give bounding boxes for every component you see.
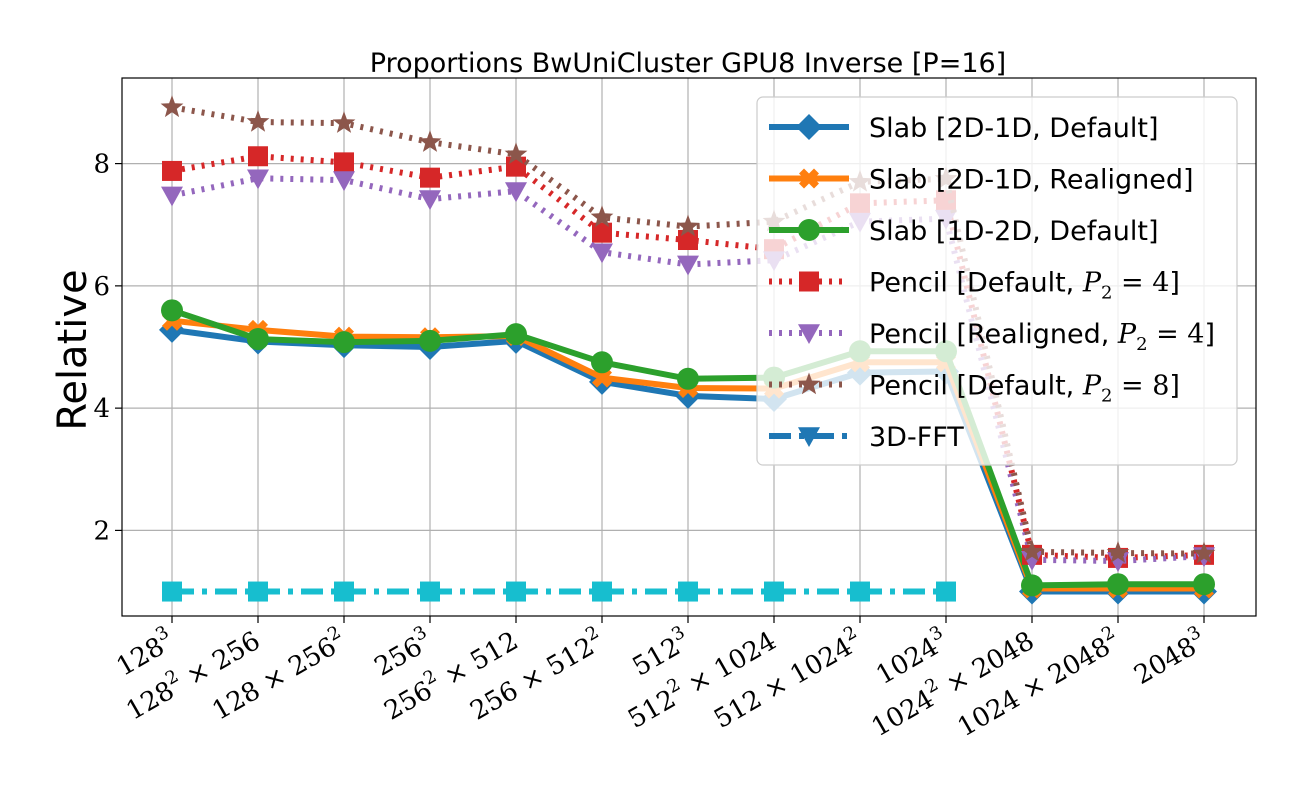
y-tick-label: 8 [93,150,110,180]
data-point [936,581,956,602]
data-point [247,328,269,351]
data-point [590,205,614,228]
y-tick-label: 4 [93,394,110,424]
data-point [1106,541,1130,563]
legend-label: Slab [2D-1D, Realigned] [869,165,1194,196]
data-point [677,255,699,276]
legend-marker [798,427,820,447]
legend-label: Slab [2D-1D, Default] [869,113,1158,144]
data-point [161,186,183,207]
data-point [505,323,527,346]
data-point [419,329,441,352]
data-point [333,171,355,192]
data-point [1021,574,1043,597]
legend-label: Slab [1D-2D, Default] [869,216,1158,247]
series-6 [162,581,956,602]
legend-marker [799,168,819,189]
data-point [764,581,784,602]
data-point [677,367,699,390]
y-tick-label: 2 [93,516,110,546]
legend-label: Pencil [Default, P2 = 8] [869,371,1180,407]
data-point [506,156,526,177]
data-point [162,581,182,602]
data-point [334,581,354,602]
chart-title: Proportions BwUniCluster GPU8 Inverse [P… [370,48,1006,79]
data-point [591,243,613,264]
data-point [334,152,354,173]
data-point [420,167,440,188]
legend: Slab [2D-1D, Default] Slab [2D-1D, Realig… [756,96,1238,466]
legend-label: 3D-FFT [869,422,964,453]
data-point [504,142,528,165]
data-point [591,351,613,374]
data-point [850,581,870,602]
plot-frame [121,77,1257,617]
data-point [248,146,268,167]
y-ticks: 2 4 6 8 [93,150,122,546]
data-point [161,299,183,322]
legend-marker [796,114,822,140]
y-tick-label: 6 [93,272,110,302]
data-point [420,581,440,602]
data-point [419,190,441,211]
data-point [248,581,268,602]
legend-box [756,96,1238,466]
data-point [505,182,527,203]
legend-label: Pencil [Realigned, P2 = 4] [869,319,1215,355]
data-point [1192,541,1216,564]
legend-marker [799,271,819,292]
data-point [160,95,184,118]
data-point [333,331,355,354]
y-axis-label: Relative [50,269,96,430]
data-point [506,581,526,602]
data-point [246,110,270,132]
legend-marker [798,219,820,241]
data-point [678,230,698,251]
data-point [592,222,612,243]
data-point [247,169,269,190]
data-point [1107,573,1129,596]
data-point [592,581,612,602]
data-point [418,130,442,152]
x-tick-label: 20483​ [1127,622,1212,691]
legend-marker [797,372,821,395]
data-point [676,214,700,237]
legend-marker [798,324,820,344]
legend-label: Pencil [Default, P2 = 4] [869,268,1180,304]
data-point [592,367,612,388]
data-point [678,581,698,602]
data-point [162,160,182,181]
data-point [1193,573,1215,596]
data-point [332,111,356,133]
data-point [1020,539,1044,562]
